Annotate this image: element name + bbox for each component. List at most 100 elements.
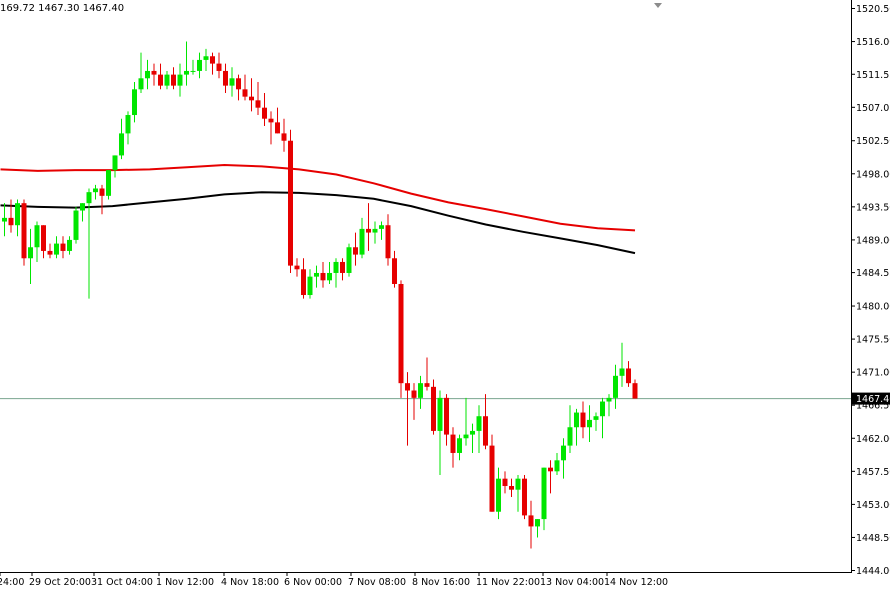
bull-candle bbox=[496, 467, 501, 520]
candle-body bbox=[463, 434, 469, 439]
candle-body bbox=[431, 386, 436, 431]
candle-body bbox=[489, 445, 495, 512]
bear-candle bbox=[60, 236, 66, 259]
bull-candle bbox=[600, 397, 605, 439]
bear-candle bbox=[398, 280, 404, 398]
bull-candle bbox=[314, 265, 319, 288]
candle-body bbox=[28, 247, 33, 259]
bull-candle bbox=[164, 70, 170, 90]
bull-candle bbox=[587, 405, 592, 442]
candle-body bbox=[444, 397, 449, 435]
bull-candle bbox=[106, 170, 111, 200]
bull-candle bbox=[229, 67, 235, 97]
bull-candle bbox=[359, 217, 365, 259]
candle-body bbox=[301, 269, 306, 296]
bull-candle bbox=[28, 228, 33, 284]
bull-candle bbox=[80, 203, 85, 222]
bull-candle bbox=[476, 405, 482, 453]
current-price-tag bbox=[852, 392, 890, 405]
candle-body bbox=[138, 78, 144, 90]
bull-candle bbox=[177, 63, 183, 97]
price-axis: 1520.50 1516.00 1511.55 1507.05 1502.50 1498.… bbox=[851, 4, 890, 577]
bear-candle bbox=[21, 199, 27, 266]
bear-candle bbox=[340, 258, 345, 281]
ma-fast-line bbox=[0, 163, 636, 232]
bear-candle bbox=[405, 372, 410, 446]
bear-candle bbox=[450, 427, 456, 468]
candle-body bbox=[262, 107, 267, 119]
price-tick-label: 1489.00 bbox=[856, 235, 890, 246]
time-tick-label: 7 Nov 08:00 bbox=[348, 577, 406, 588]
candle-body bbox=[151, 70, 157, 75]
bear-candle bbox=[444, 394, 449, 446]
bear-candle bbox=[580, 401, 586, 439]
bull-candle bbox=[145, 59, 150, 90]
bear-candle bbox=[320, 261, 326, 288]
candle-body bbox=[249, 96, 254, 101]
candle-body bbox=[424, 383, 430, 387]
candle-body bbox=[528, 515, 534, 527]
candle-body bbox=[353, 247, 358, 255]
candle-body bbox=[580, 412, 586, 428]
bear-candle bbox=[242, 74, 248, 101]
scroll-marker-icon bbox=[654, 3, 662, 8]
bull-candle bbox=[541, 467, 547, 531]
candle-body bbox=[626, 368, 631, 384]
price-tick-label: 1520.50 bbox=[856, 4, 890, 15]
candle-body bbox=[327, 272, 332, 281]
candle-body bbox=[80, 203, 85, 211]
bull-candle bbox=[112, 155, 118, 178]
candle-body bbox=[613, 375, 618, 398]
bear-candle bbox=[548, 460, 553, 494]
time-tick-label: 31 Oct 04:00 bbox=[91, 577, 153, 588]
bull-candle bbox=[379, 221, 384, 240]
candle-body bbox=[483, 416, 488, 446]
candle-body bbox=[106, 170, 111, 196]
candle-body bbox=[99, 188, 105, 196]
candle-body bbox=[184, 70, 189, 75]
candle-body bbox=[600, 401, 605, 417]
candle-body bbox=[405, 383, 410, 391]
bull-candle bbox=[73, 206, 79, 244]
bear-candle bbox=[366, 203, 371, 251]
candle-body bbox=[385, 225, 391, 259]
candle-body bbox=[470, 430, 475, 435]
candle-body bbox=[21, 203, 27, 259]
candle-body bbox=[60, 243, 66, 251]
bull-candle bbox=[333, 258, 339, 288]
time-tick-label: 14 Nov 12:00 bbox=[604, 577, 668, 588]
candle-body bbox=[476, 416, 482, 431]
bear-candle bbox=[411, 383, 417, 420]
candle-body bbox=[210, 56, 215, 64]
bull-candle bbox=[372, 221, 378, 244]
time-tick-label: 1 Nov 12:00 bbox=[156, 577, 214, 588]
candle-body bbox=[229, 78, 235, 86]
candle-body bbox=[86, 192, 92, 204]
bull-candle bbox=[418, 375, 423, 409]
candle-body bbox=[197, 59, 202, 71]
bull-candle bbox=[457, 434, 462, 461]
bear-candle bbox=[216, 52, 222, 79]
bull-candle bbox=[125, 111, 131, 145]
candle-body bbox=[177, 74, 183, 86]
candle-body bbox=[333, 261, 339, 273]
price-tick-label: 1502.50 bbox=[856, 136, 890, 147]
candle-body bbox=[359, 228, 365, 255]
candle-body bbox=[398, 283, 404, 384]
candle-body bbox=[593, 416, 599, 420]
bull-candle bbox=[119, 118, 124, 160]
candle-body bbox=[392, 258, 397, 284]
candle-body bbox=[158, 74, 163, 86]
candle-body bbox=[190, 70, 196, 72]
price-tick-label: 1471.00 bbox=[856, 368, 890, 379]
bear-candle bbox=[171, 67, 176, 90]
time-tick-label: 24:00 bbox=[0, 577, 24, 588]
candle-body bbox=[2, 217, 7, 222]
candles bbox=[2, 41, 638, 549]
candle-body bbox=[281, 133, 287, 141]
bull-candle bbox=[203, 48, 209, 71]
candle-body bbox=[561, 445, 566, 461]
price-tick-label: 1484.55 bbox=[856, 268, 890, 279]
price-tick-label: 1466.50 bbox=[856, 401, 890, 412]
